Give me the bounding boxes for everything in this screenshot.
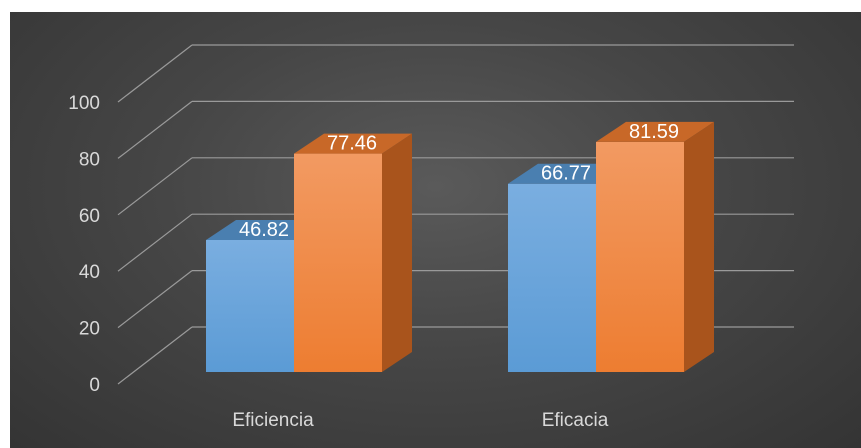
bar-side-eficiencia-s2 [382,133,412,372]
data-label-eficiencia-s1: 46.82 [239,219,289,241]
bar-side-eficacia-s2 [684,121,714,372]
y-tick-label: 60 [79,206,100,227]
y-tick-label: 20 [79,319,100,340]
gridlines [117,44,794,385]
data-label-eficacia-s1: 66.77 [541,163,591,185]
data-label-eficacia-s2: 81.59 [629,121,679,143]
labels: 0 20 40 60 80 100 46.82 77.46 Eficiencia 66.77 81.… [68,93,679,431]
data-label-eficiencia-s2: 77.46 [327,133,377,155]
x-category-label: Eficiencia [232,410,314,431]
x-category-label: Eficacia [542,410,609,431]
gridline-side [117,157,193,216]
y-tick-label: 0 [89,375,100,396]
bar-top-eficiencia-s2 [294,133,412,154]
bar-front-eficiencia-s1 [206,239,294,372]
y-tick-label: 80 [79,149,100,170]
chart-background [10,12,861,448]
y-tick-label: 100 [68,93,100,114]
gridline-side [117,213,193,272]
gridline-side [117,44,193,103]
bar-front-eficacia-s2 [596,141,684,372]
y-tick-label: 40 [79,262,100,283]
bar-top-eficacia-s2 [596,121,714,142]
bars [206,121,714,372]
gridline-side [117,100,193,159]
gridline-side [117,326,193,385]
bar-front-eficacia-s1 [508,183,596,372]
bar-front-eficiencia-s2 [294,153,382,372]
gridline-side [117,270,193,329]
